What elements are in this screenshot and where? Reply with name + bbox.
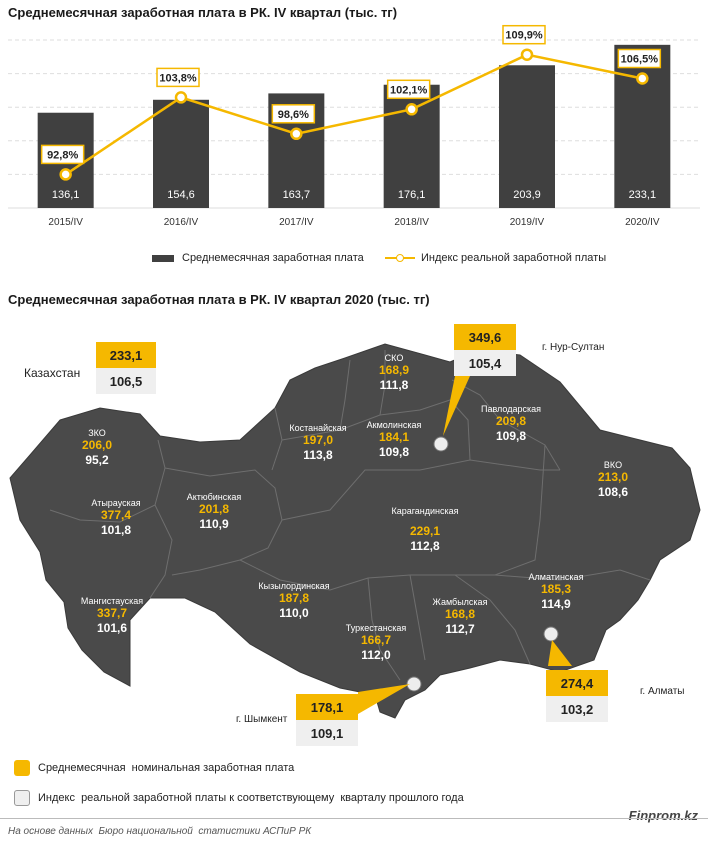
map-legend-index: Индекс реальной заработной платы к соотв… (14, 790, 464, 806)
map-title: Среднемесячная заработная плата в РК. IV… (8, 292, 430, 307)
index-value-label: 103,8% (159, 72, 197, 84)
region-turkestan: Туркестанская 166,7 112,0 (345, 623, 407, 662)
region-karaganda: Карагандинская 229,1 112,8 (391, 506, 459, 553)
almaty-marker (543, 626, 559, 642)
index-point (405, 103, 418, 116)
city-shymkent-values: 178,1 109,1 (296, 694, 358, 746)
kazakhstan-label: Казахстан (24, 366, 81, 380)
region-zhambyl: Жамбылская 168,8 112,7 (432, 597, 488, 636)
shymkent-marker (406, 676, 422, 692)
bar-value-label: 203,9 (513, 189, 541, 201)
index-value-label: 109,9% (505, 30, 543, 42)
index-point (59, 168, 72, 181)
x-tick-label: 2018/IV (394, 217, 429, 228)
region-akmola: Акмолинская 184,1 109,8 (366, 420, 422, 459)
region-borders (49, 350, 651, 681)
index-value-label: 106,5% (621, 54, 659, 66)
region-pavlodar: Павлодарская 209,8 109,8 (481, 404, 541, 443)
top-bar-line-chart: 136,1 2015/IV 154,6 2016/IV 163,7 2017/IV 176,… (8, 24, 700, 228)
region-zko: ЗКО 206,0 95,2 (81, 428, 113, 467)
bar (153, 99, 209, 208)
bar-value-label: 154,6 (167, 189, 195, 201)
index-label-box (40, 144, 85, 165)
city-nur-sultan-label: г. Нур-Султан (542, 342, 605, 353)
legend-line-swatch (385, 253, 415, 263)
x-tick-label: 2016/IV (164, 217, 199, 228)
kazakhstan-values: 233,1 106,5 (96, 342, 156, 394)
x-tick-label: 2019/IV (510, 217, 545, 228)
map-legend-index-swatch (14, 790, 30, 806)
brand-logo: Finprom.kz (628, 808, 698, 823)
city-almaty-values: 274,4 103,2 (546, 670, 608, 722)
region-mangistau: Мангистауская 337,7 101,6 (80, 596, 144, 635)
legend-line: Индекс реальной заработной платы (385, 252, 606, 264)
shymkent-pointer (358, 684, 410, 714)
almaty-pointer (548, 640, 572, 666)
legend-bar-swatch (152, 254, 174, 262)
map-legend-wage: Среднемесячная номинальная заработная пл… (14, 760, 294, 776)
index-label-box (617, 48, 662, 69)
region-kostanay: Костанайская 197,0 113,8 (289, 423, 347, 462)
index-label-box (502, 24, 546, 45)
kazakhstan-shape (9, 343, 701, 719)
region-aktobe: Актюбинская 201,8 110,9 (186, 492, 242, 531)
region-sko: СКО 168,9 111,8 (378, 353, 410, 392)
city-nur-sultan-values: 349,6 105,4 (454, 324, 516, 376)
index-value-label: 102,1% (390, 84, 428, 96)
nur-sultan-pointer (443, 376, 470, 436)
bar-value-label: 233,1 (629, 189, 657, 201)
nur-sultan-marker (433, 436, 449, 452)
kazakhstan-index: 106,5 (96, 368, 156, 394)
region-kyzylorda: Кызылординская 187,8 110,0 (258, 581, 330, 620)
legend-line-label: Индекс реальной заработной платы (421, 252, 607, 264)
map-legend-wage-swatch (14, 760, 30, 776)
index-point (636, 72, 649, 85)
top-chart-title: Среднемесячная заработная плата в РК. IV… (8, 5, 398, 20)
city-almaty-label: г. Алматы (640, 686, 685, 697)
legend-bar-label: Среднемесячная заработная плата (182, 252, 364, 264)
x-tick-label: 2017/IV (279, 217, 314, 228)
footer-divider (0, 818, 708, 819)
region-almaty-oblast: Алматинская 185,3 114,9 (528, 572, 584, 611)
index-point (174, 91, 188, 104)
bar-value-label: 136,1 (52, 189, 80, 201)
bar-value-label: 163,7 (283, 189, 311, 201)
region-vko: ВКО 213,0 108,6 (597, 460, 629, 499)
bar-value-label: 176,1 (398, 189, 426, 201)
index-label-box (156, 67, 200, 88)
region-atyrau: Атырауская 377,4 101,8 (91, 498, 141, 537)
kazakhstan-wage: 233,1 (96, 342, 156, 368)
index-point (290, 127, 303, 141)
city-shymkent-label: г. Шымкент (236, 714, 288, 725)
legend-bar: Среднемесячная заработная плата (152, 252, 364, 264)
index-value-label: 92,8% (47, 149, 78, 161)
bar (614, 44, 671, 208)
index-label-box (271, 104, 316, 124)
x-tick-label: 2015/IV (48, 217, 83, 228)
index-line (64, 53, 643, 176)
index-point (520, 48, 534, 61)
x-tick-label: 2020/IV (625, 217, 660, 228)
bar (499, 65, 555, 209)
index-label-box (386, 79, 431, 100)
source-note: На основе данных Бюро национальной стати… (8, 826, 312, 837)
index-value-label: 98,6% (278, 109, 309, 121)
kazakhstan-map (9, 343, 701, 719)
